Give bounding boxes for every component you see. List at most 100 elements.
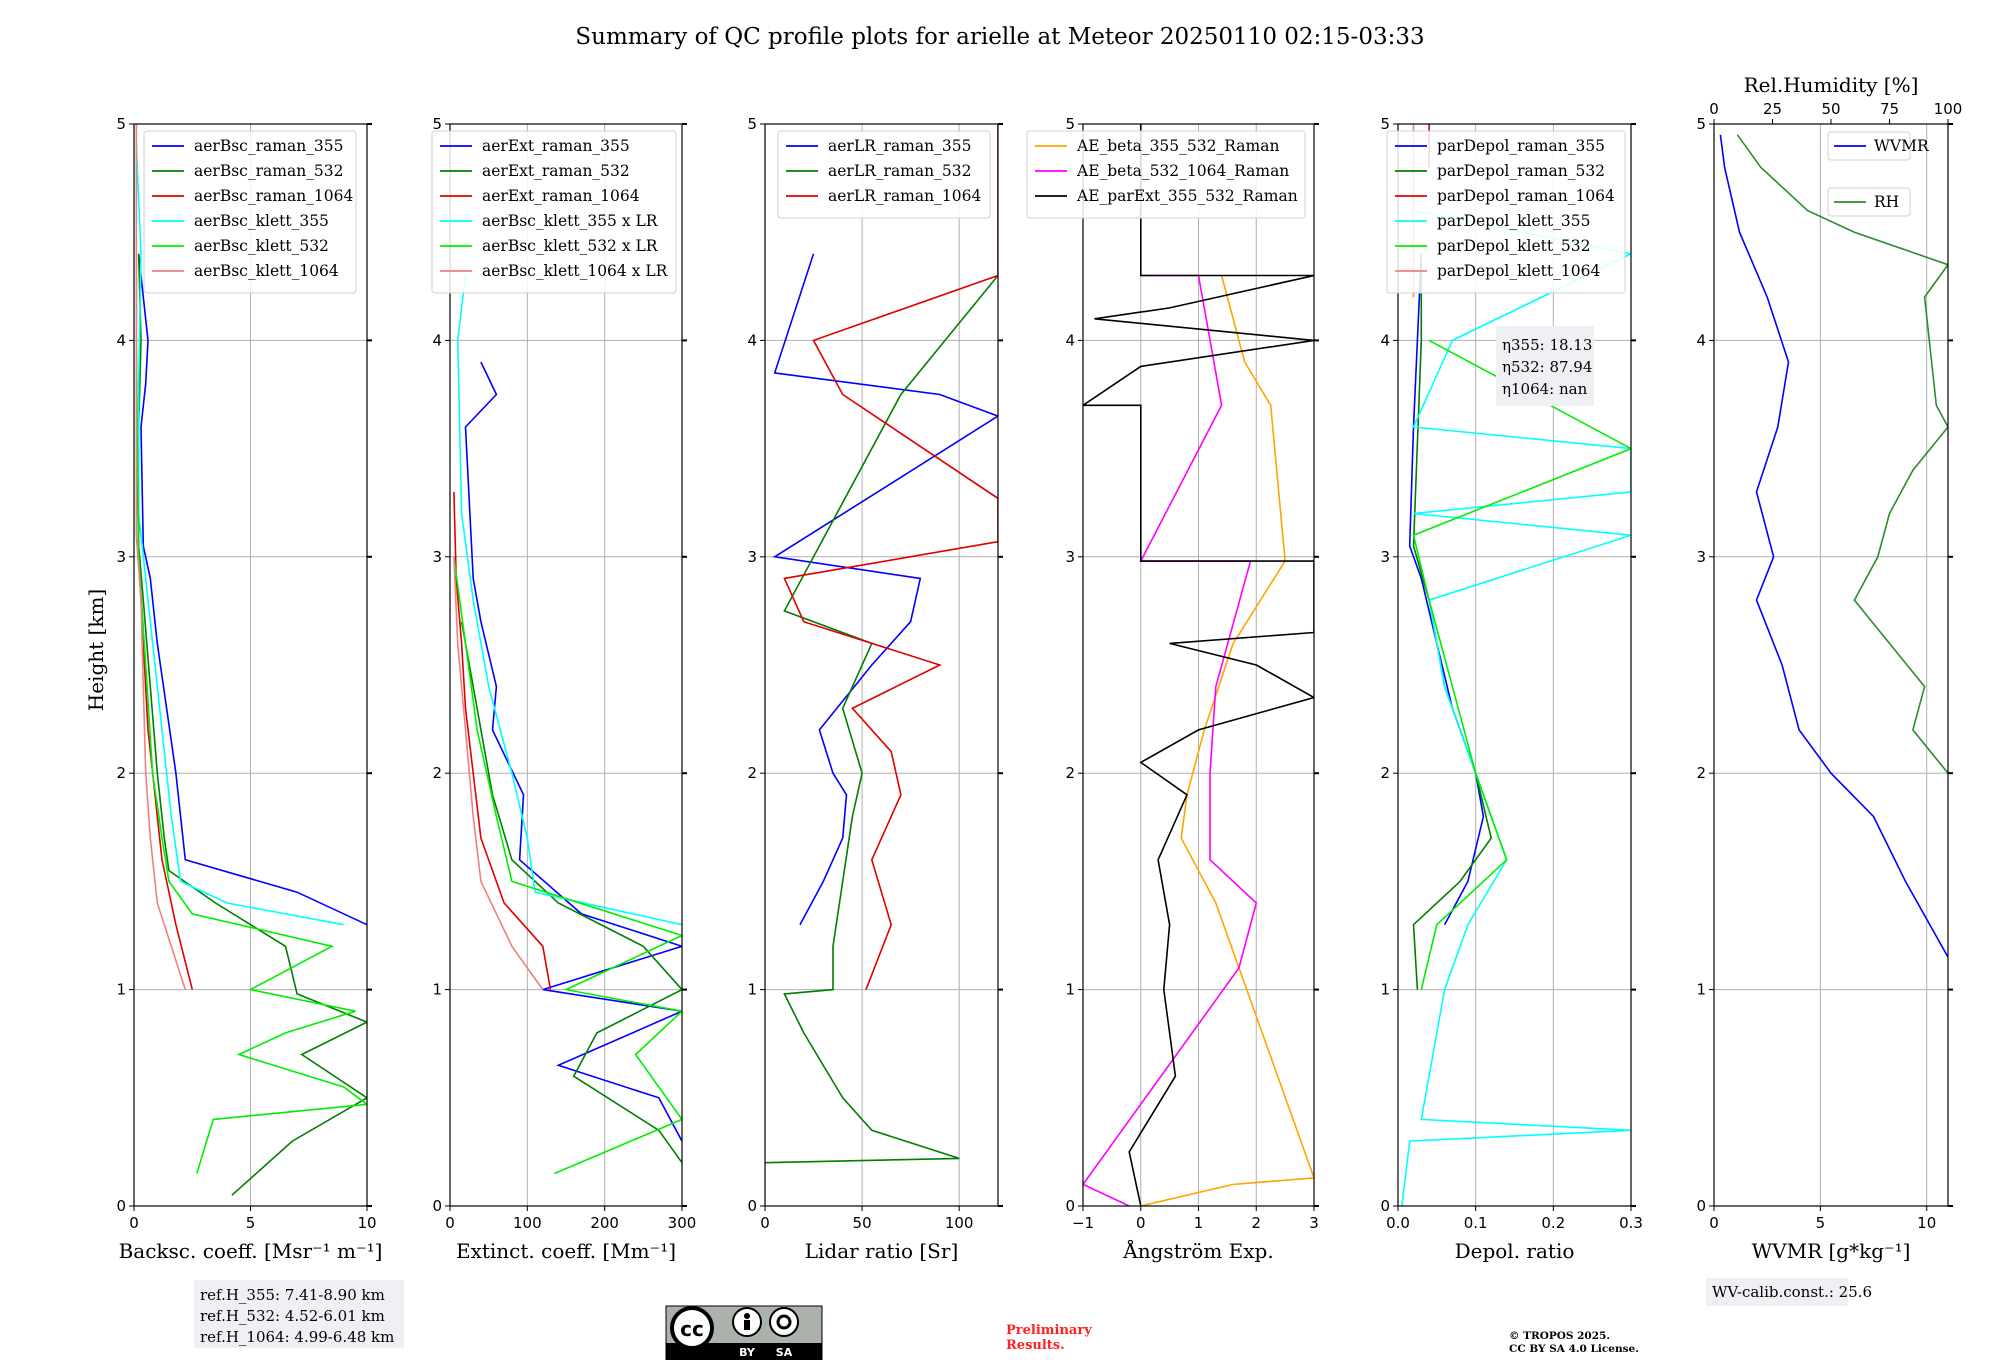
eta-line-0: η355: 18.13 xyxy=(1502,336,1592,354)
copyright-line-1: © TROPOS 2025. xyxy=(1509,1330,1610,1342)
y-tick-label: 2 xyxy=(116,764,126,782)
y-tick-label: 4 xyxy=(747,331,757,349)
y-tick-label: 4 xyxy=(116,331,126,349)
x-tick-label: 50 xyxy=(853,1214,872,1232)
legend-label: parDepol_klett_355 xyxy=(1437,212,1590,230)
legend-box xyxy=(1026,130,1306,219)
y-tick-label: 1 xyxy=(747,981,757,999)
x-tick-label: 0.0 xyxy=(1386,1214,1410,1232)
legend-label: aerLR_raman_532 xyxy=(828,162,971,180)
y-tick-label: 5 xyxy=(1380,115,1390,133)
x-axis-label: Ångström Exp. xyxy=(1122,1238,1273,1263)
x-axis-label: Lidar ratio [Sr] xyxy=(805,1239,959,1263)
legend-label: parDepol_raman_532 xyxy=(1437,162,1605,180)
x-tick-label: −1 xyxy=(1072,1214,1094,1232)
preliminary-line-1: Preliminary xyxy=(1006,1323,1092,1338)
x-tick-label: 10 xyxy=(1917,1214,1936,1232)
legend-label: AE_parExt_355_532_Raman xyxy=(1076,187,1298,205)
y-tick-label: 5 xyxy=(1696,115,1706,133)
axes-frame xyxy=(1397,123,1632,1207)
legend-label: aerExt_raman_1064 xyxy=(482,187,640,205)
legend-label: aerExt_raman_355 xyxy=(482,137,630,155)
refh-1064: ref.H_1064: 4.99-6.48 km xyxy=(200,1328,394,1346)
x-tick-label: 5 xyxy=(1816,1214,1826,1232)
x-axis-label: Extinct. coeff. [Mm⁻¹] xyxy=(456,1239,676,1263)
cc-license-badge: cc BY SA xyxy=(665,1305,823,1360)
x-tick-label: 0.3 xyxy=(1619,1214,1643,1232)
y-tick-label: 0 xyxy=(116,1197,126,1215)
series-line-ae-2 xyxy=(1083,124,1314,1206)
legend-box xyxy=(143,130,357,294)
x-tick-label: 2 xyxy=(1251,1214,1261,1232)
series-line-bsc-5 xyxy=(135,124,187,990)
series-line-wv-1 xyxy=(1736,134,1948,774)
series-line-ext-1 xyxy=(460,621,682,1164)
y-tick-label: 2 xyxy=(1065,764,1075,782)
x-tick-label: 300 xyxy=(668,1214,697,1232)
axes-frame xyxy=(764,123,999,1207)
legend-label: aerBsc_klett_532 xyxy=(194,237,329,255)
y-tick-label: 4 xyxy=(1065,331,1075,349)
eta-line-2: η1064: nan xyxy=(1502,380,1588,398)
series-line-bsc-4 xyxy=(135,124,367,1174)
series-line-ae-0 xyxy=(1140,275,1314,1206)
legend-label: aerLR_raman_355 xyxy=(828,137,971,155)
cc-by-label: BY xyxy=(739,1346,756,1359)
series-line-depol-1 xyxy=(1412,253,1493,990)
y-tick-label: 5 xyxy=(747,115,757,133)
y-tick-label: 2 xyxy=(1696,764,1706,782)
axes-frame xyxy=(449,123,683,1207)
panel-ext: 0 1 2 3 4 5 0 100 200 300 Extinct. coeff. [Mm⁻¹] ae… xyxy=(431,115,697,1263)
y-tick-label: 4 xyxy=(1696,331,1706,349)
x2-tick-label: 100 xyxy=(1934,100,1963,118)
legend-label: parDepol_raman_1064 xyxy=(1437,187,1615,205)
y-tick-label: 5 xyxy=(432,115,442,133)
y-tick-label: 0 xyxy=(747,1197,757,1215)
copyright-line-2: CC BY SA 4.0 License. xyxy=(1509,1343,1639,1355)
y-tick-label: 0 xyxy=(1696,1197,1706,1215)
panel-bsc: 0 1 2 3 4 5 0 5 10 Backsc. coeff. [Msr⁻¹ m⁻¹] aerB… xyxy=(116,115,382,1263)
figure-title: Summary of QC profile plots for arielle … xyxy=(575,24,1424,50)
eta-box xyxy=(1496,326,1594,406)
cc-sa-label: SA xyxy=(776,1346,793,1359)
series-line-lr-2 xyxy=(783,124,998,990)
series-line-ext-2 xyxy=(453,491,552,990)
series-line-depol-4 xyxy=(1412,339,1631,990)
x2-tick-label: 0 xyxy=(1709,100,1719,118)
y-tick-label: 1 xyxy=(1696,981,1706,999)
series-line-ext-5 xyxy=(453,556,544,991)
legend-label: aerBsc_klett_355 xyxy=(194,212,329,230)
x-tick-label: 200 xyxy=(590,1214,619,1232)
x-axis-label: Depol. ratio xyxy=(1455,1239,1575,1263)
y-tick-label: 3 xyxy=(1380,548,1390,566)
legend-box xyxy=(777,130,991,219)
x-tick-label: 0.2 xyxy=(1541,1214,1565,1232)
series-line-lr-1 xyxy=(765,274,998,1164)
refh-note: ref.H_355: 7.41-8.90 km ref.H_532: 4.52-… xyxy=(194,1280,404,1348)
x-tick-label: 0 xyxy=(445,1214,455,1232)
x-tick-label: 0 xyxy=(1136,1214,1146,1232)
y-tick-label: 3 xyxy=(1696,548,1706,566)
y-tick-label: 0 xyxy=(1380,1197,1390,1215)
x2-tick-label: 50 xyxy=(1821,100,1840,118)
x-tick-label: 3 xyxy=(1309,1214,1319,1232)
eta-note: η355: 18.13 η532: 87.94 η1064: nan xyxy=(1496,326,1594,406)
y-tick-label: 1 xyxy=(1380,981,1390,999)
legend-box xyxy=(1827,187,1911,217)
y-tick-label: 2 xyxy=(1380,764,1390,782)
svg-text:cc: cc xyxy=(680,1317,704,1341)
wv-calib-text: WV-calib.const.: 25.6 xyxy=(1712,1283,1872,1301)
legend-label: WVMR xyxy=(1874,137,1930,155)
series-line-ae-1 xyxy=(1083,274,1258,1206)
x-tick-label: 0 xyxy=(760,1214,770,1232)
x-tick-label: 0.1 xyxy=(1464,1214,1488,1232)
preliminary-line-2: Results. xyxy=(1006,1338,1065,1353)
wv-calib-note: WV-calib.const.: 25.6 xyxy=(1706,1278,1872,1306)
y-tick-label: 2 xyxy=(432,764,442,782)
y-tick-label: 3 xyxy=(1065,548,1075,566)
y-axis-label: Height [km] xyxy=(84,589,108,711)
x-tick-label: 10 xyxy=(357,1214,376,1232)
